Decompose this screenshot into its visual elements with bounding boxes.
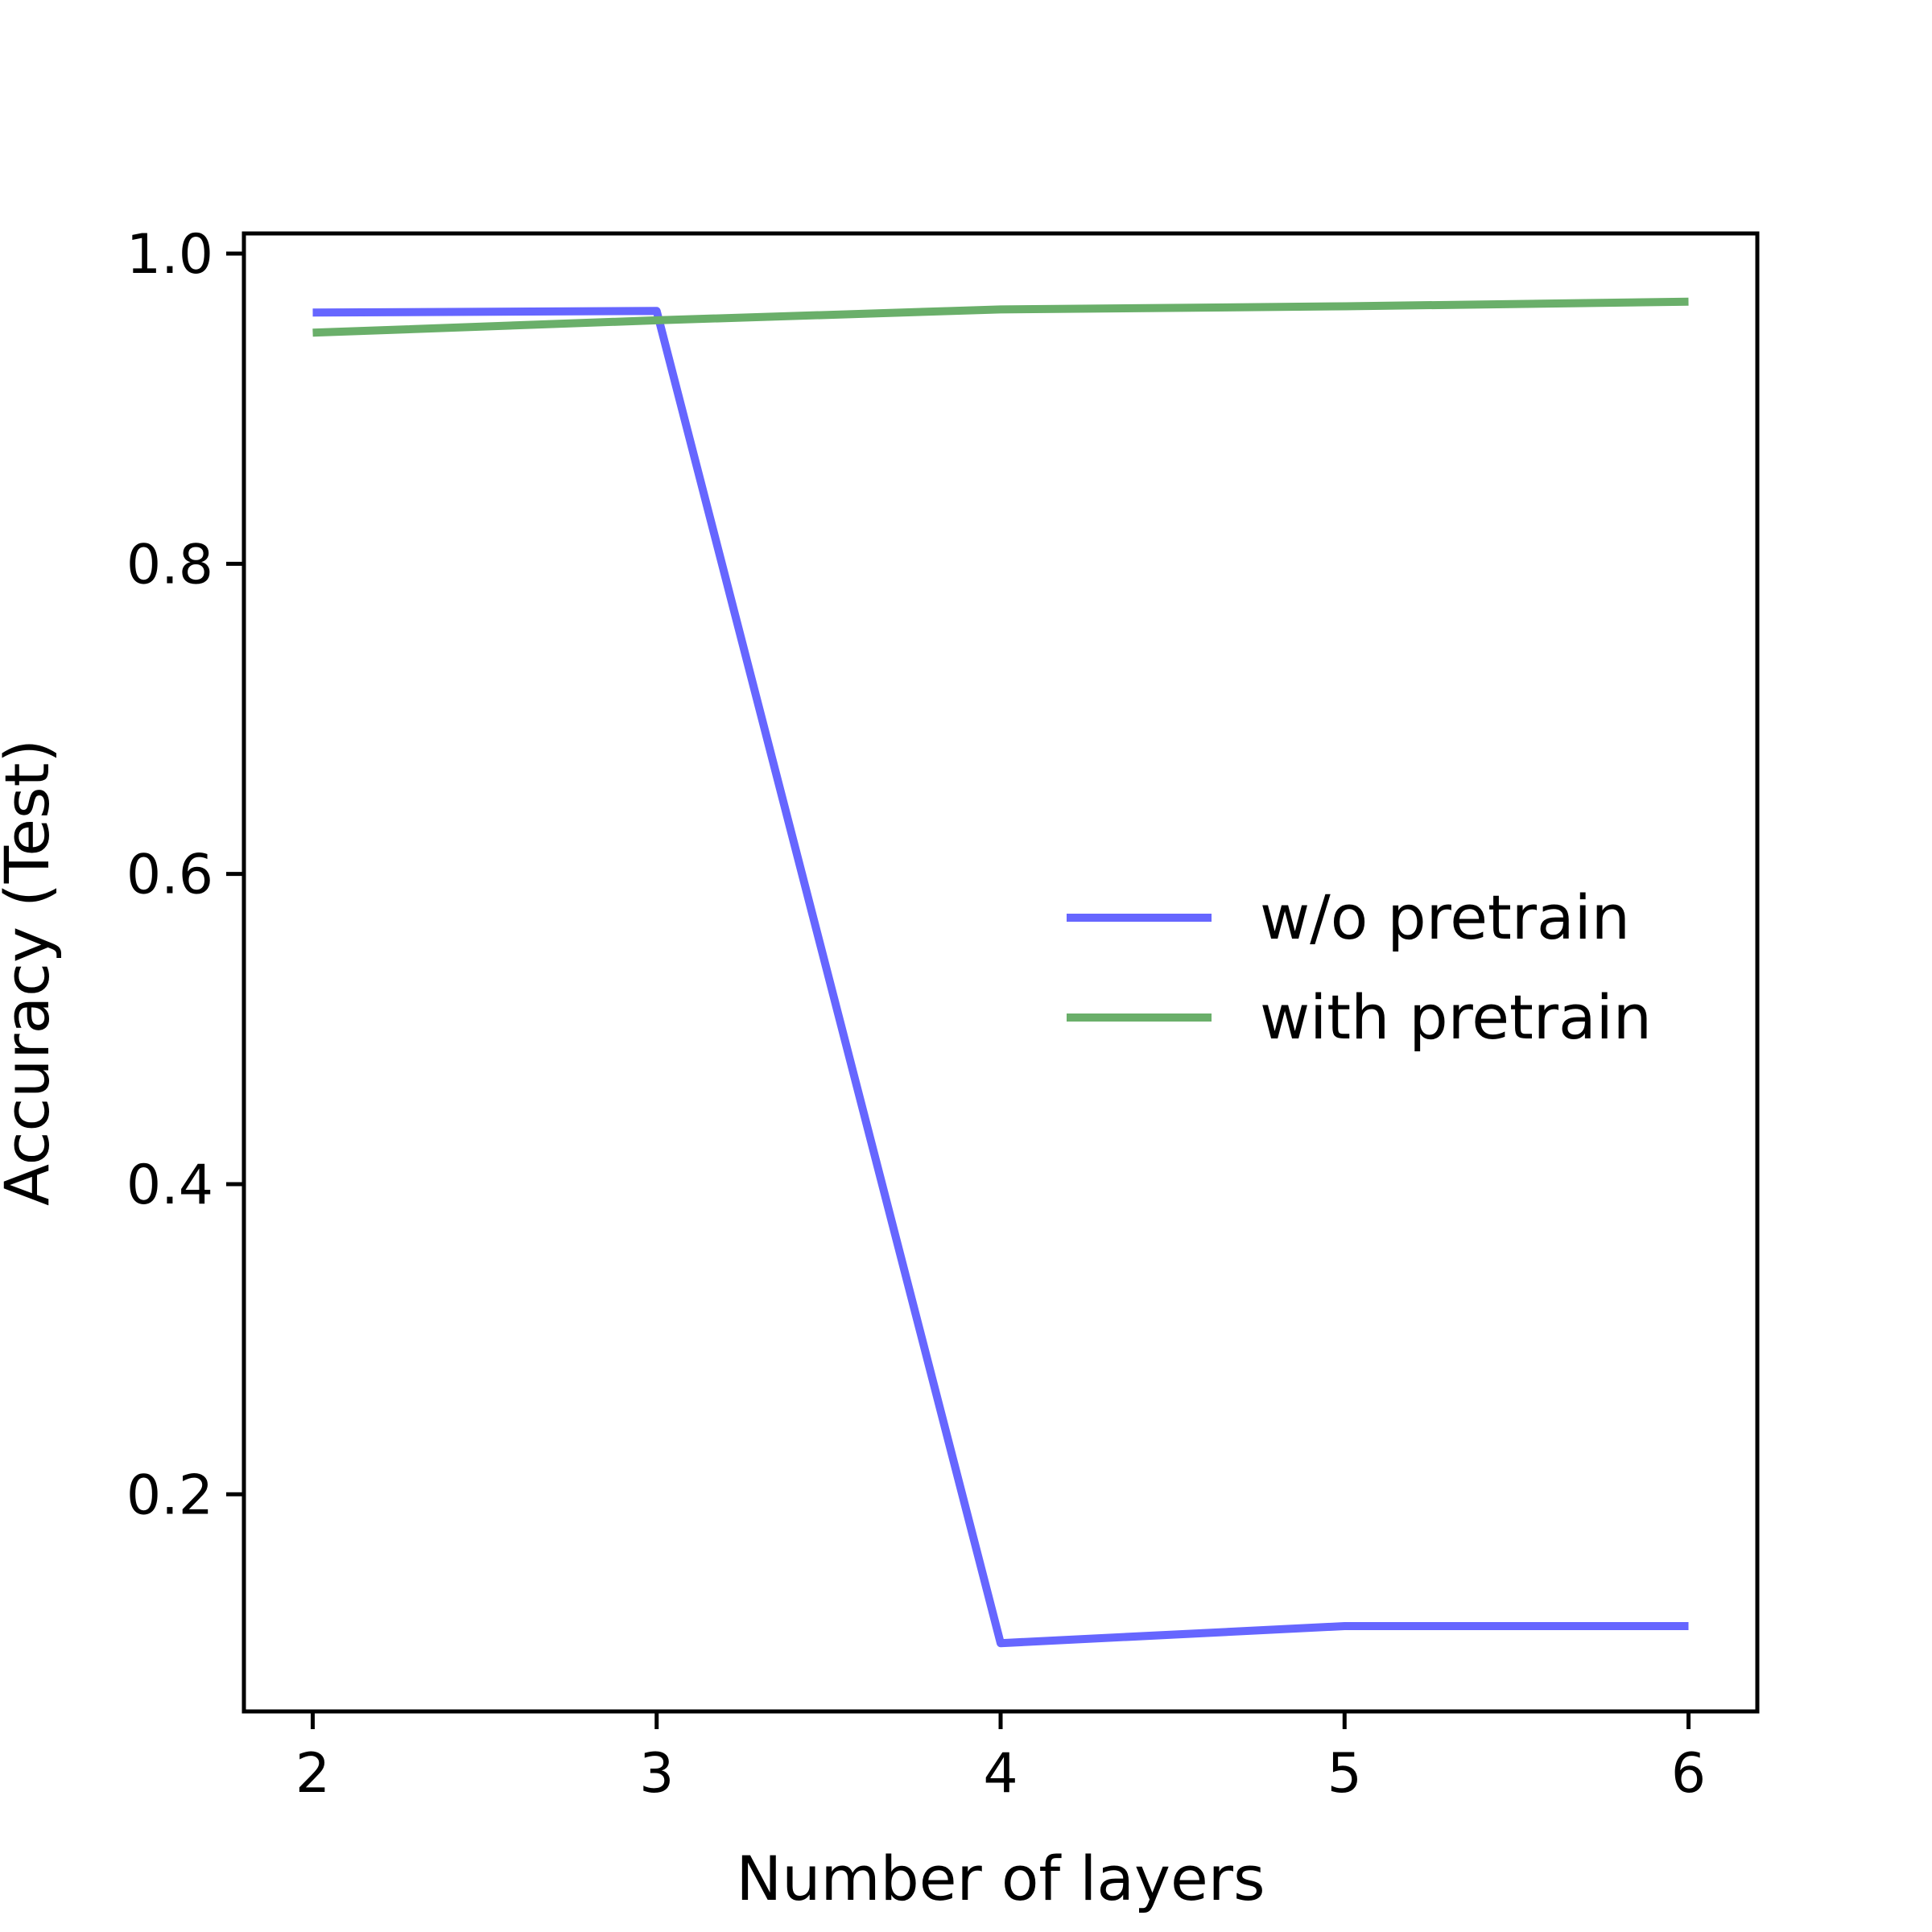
y-tick-label: 0.6 (126, 844, 213, 907)
x-tick-label: 6 (1671, 1742, 1706, 1806)
legend: w/o pretrain with pretrain (1067, 881, 1652, 1053)
y-tick-label: 0.2 (126, 1463, 213, 1527)
series-layer (312, 297, 1689, 1648)
y-axis-label: Accuracy (Test) (0, 739, 63, 1206)
x-tick-label: 3 (639, 1742, 674, 1806)
legend-label-1: w/o pretrain (1260, 881, 1630, 953)
x-tick-label: 2 (295, 1742, 330, 1806)
series-line-2 (312, 297, 1689, 337)
y-axis: 0.2 0.4 0.6 0.8 1.0 (126, 223, 244, 1527)
x-axis: 2 3 4 5 6 (295, 1711, 1706, 1806)
y-tick-label: 0.4 (126, 1154, 213, 1217)
x-tick-label: 4 (983, 1742, 1018, 1806)
series-line-1 (312, 307, 1689, 1648)
x-axis-label: Number of layers (736, 1843, 1265, 1914)
x-tick-label: 5 (1327, 1742, 1362, 1806)
y-tick-label: 0.8 (126, 533, 213, 597)
y-tick-label: 1.0 (126, 223, 213, 287)
legend-label-2: with pretrain (1260, 981, 1652, 1053)
